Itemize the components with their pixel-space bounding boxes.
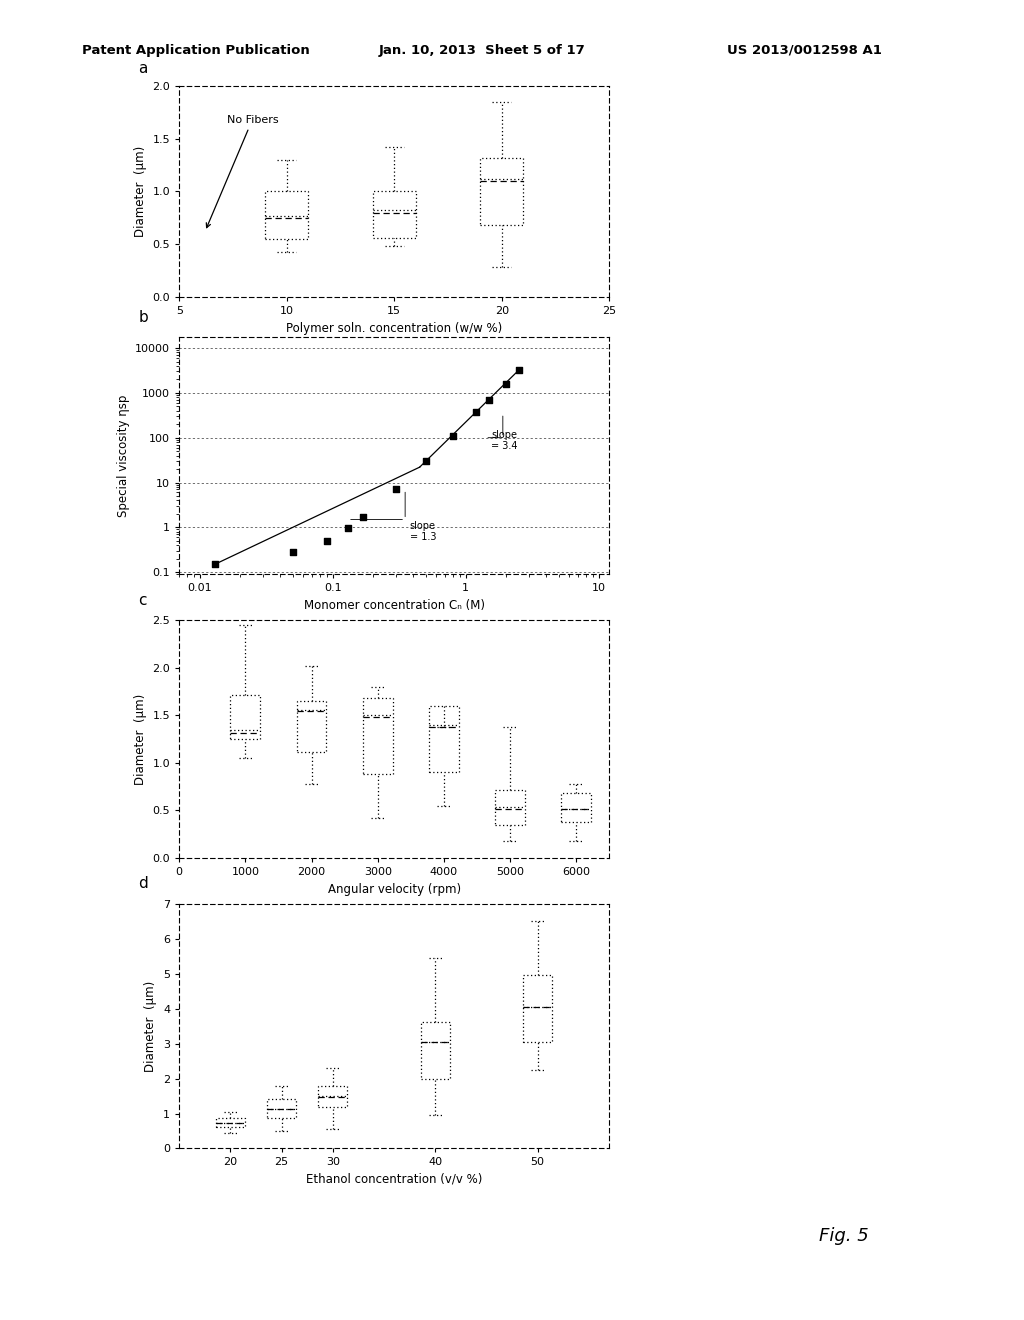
Bar [267, 1098, 296, 1118]
Bar [216, 1118, 245, 1127]
Bar [373, 191, 416, 238]
Bar [523, 974, 552, 1041]
Point [418, 450, 434, 471]
Text: slope
= 1.3: slope = 1.3 [410, 521, 436, 543]
Text: a: a [138, 61, 147, 75]
Point [498, 374, 514, 395]
Text: No Fibers: No Fibers [206, 115, 279, 227]
Bar [297, 701, 327, 751]
Point [481, 389, 498, 411]
X-axis label: Monomer concentration Cₙ (M): Monomer concentration Cₙ (M) [304, 599, 484, 611]
Y-axis label: Diameter  (μm): Diameter (μm) [134, 693, 146, 785]
Text: Jan. 10, 2013  Sheet 5 of 17: Jan. 10, 2013 Sheet 5 of 17 [379, 44, 586, 57]
Text: slope
= 3.4: slope = 3.4 [492, 430, 517, 451]
Text: b: b [138, 310, 148, 325]
Point [355, 507, 372, 528]
Bar [421, 1022, 450, 1080]
Y-axis label: Diameter  (μm): Diameter (μm) [144, 981, 158, 1072]
Point [318, 531, 335, 552]
X-axis label: Angular velocity (rpm): Angular velocity (rpm) [328, 883, 461, 895]
Text: Patent Application Publication: Patent Application Publication [82, 44, 309, 57]
Point [388, 479, 404, 500]
Y-axis label: Diameter  (μm): Diameter (μm) [134, 145, 146, 238]
Bar [318, 1085, 347, 1107]
Point [468, 401, 484, 422]
Bar [429, 706, 459, 772]
Bar [265, 191, 308, 239]
X-axis label: Polymer soln. concentration (w/w %): Polymer soln. concentration (w/w %) [286, 322, 503, 334]
Point [285, 541, 301, 562]
Point [511, 359, 527, 380]
Point [444, 425, 461, 446]
Point [340, 517, 356, 539]
Bar [362, 698, 392, 775]
Y-axis label: Special viscosity ηsp: Special viscosity ηsp [117, 395, 130, 516]
X-axis label: Ethanol concentration (v/v %): Ethanol concentration (v/v %) [306, 1173, 482, 1185]
Bar [480, 157, 523, 226]
Bar [230, 694, 260, 739]
Point [207, 553, 223, 574]
Text: Fig. 5: Fig. 5 [819, 1226, 869, 1245]
Bar [496, 789, 525, 825]
Text: c: c [138, 593, 146, 607]
Bar [561, 793, 591, 822]
Text: d: d [138, 876, 148, 891]
Text: US 2013/0012598 A1: US 2013/0012598 A1 [727, 44, 882, 57]
